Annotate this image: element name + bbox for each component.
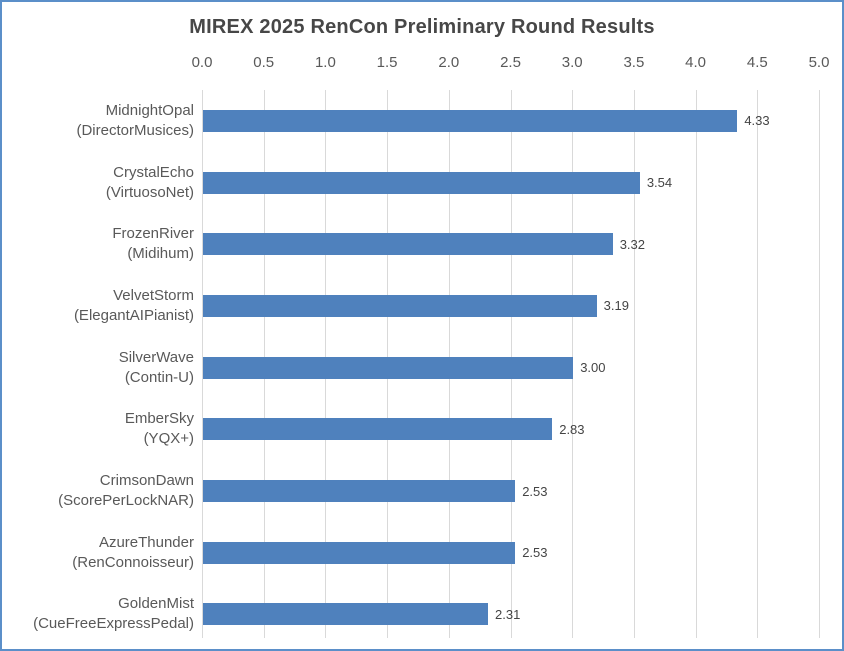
- category-name: GoldenMist: [118, 595, 194, 613]
- category-name: MidnightOpal: [105, 101, 194, 119]
- bar-value-label: 2.53: [522, 545, 548, 561]
- bar: [203, 480, 516, 503]
- x-axis-tick-label: 5.0: [808, 54, 830, 71]
- bar-value-label: 4.33: [744, 113, 770, 129]
- category-label: AzureThunder (RenConnoisseur): [8, 522, 194, 584]
- category-name: AzureThunder: [98, 533, 194, 551]
- category-system: (ScorePerLockNAR): [58, 492, 194, 510]
- bar: [203, 541, 516, 564]
- category-system: (VirtuosoNet): [105, 183, 194, 201]
- category-name: CrimsonDawn: [99, 472, 194, 490]
- bar-value-label: 2.53: [522, 483, 548, 499]
- category-label: SilverWave (Contin-U): [8, 337, 194, 399]
- x-axis-tick-label: 0.5: [253, 54, 275, 71]
- gridline: [819, 90, 820, 638]
- bar-value-label: 2.83: [559, 421, 585, 437]
- bar: [203, 294, 597, 317]
- x-axis-tick-label: 4.0: [685, 54, 707, 71]
- bar-value-label: 3.00: [580, 360, 606, 376]
- x-axis-tick-label: 3.5: [623, 54, 645, 71]
- gridline: [633, 90, 635, 638]
- category-name: VelvetStorm: [113, 286, 194, 304]
- bar: [203, 233, 613, 256]
- category-system: (ElegantAIPianist): [73, 306, 194, 324]
- bar-value-label: 3.54: [646, 175, 673, 191]
- category-label: FrozenRiver (Midihum): [8, 213, 194, 275]
- category-label: VelvetStorm (ElegantAIPianist): [8, 275, 194, 337]
- category-name: EmberSky: [124, 410, 194, 428]
- gridline: [757, 90, 759, 638]
- gridline: [695, 90, 697, 638]
- category-name: FrozenRiver: [112, 225, 194, 243]
- category-system: (DirectorMusices): [76, 121, 194, 139]
- category-system: (RenConnoisseur): [72, 553, 194, 571]
- bar: [203, 418, 553, 441]
- x-axis-tick-label: 1.5: [376, 54, 398, 71]
- bar: [203, 603, 489, 626]
- x-axis-tick-label: 0.0: [191, 54, 213, 71]
- category-label: GoldenMist (CueFreeExpressPedal): [8, 584, 194, 646]
- category-label: EmberSky (YQX+): [8, 399, 194, 461]
- category-system: (YQX+): [143, 430, 194, 448]
- bar: [203, 109, 738, 132]
- category-system: (CueFreeExpressPedal): [33, 615, 194, 633]
- bar: [203, 171, 640, 194]
- category-system: (Midihum): [127, 245, 194, 263]
- x-axis-tick-label: 2.5: [500, 54, 521, 71]
- category-name: CrystalEcho: [113, 163, 194, 181]
- category-label: CrystalEcho (VirtuosoNet): [8, 152, 194, 214]
- category-system: (Contin-U): [124, 368, 194, 386]
- bar: [203, 356, 574, 379]
- category-label: MidnightOpal (DirectorMusices): [8, 90, 194, 152]
- category-label: CrimsonDawn (ScorePerLockNAR): [8, 460, 194, 522]
- bar-value-label: 2.31: [495, 606, 521, 622]
- x-axis-tick-label: 3.0: [561, 54, 583, 71]
- gridline: [202, 90, 203, 638]
- category-name: SilverWave: [118, 348, 194, 366]
- bar-value-label: 3.32: [619, 236, 645, 252]
- chart-title: MIREX 2025 RenCon Preliminary Round Resu…: [189, 16, 655, 38]
- bar-value-label: 3.19: [603, 298, 629, 314]
- x-axis-tick-label: 1.0: [314, 54, 336, 71]
- x-axis-tick-label: 2.0: [438, 54, 460, 71]
- x-axis-tick-label: 4.5: [746, 54, 768, 71]
